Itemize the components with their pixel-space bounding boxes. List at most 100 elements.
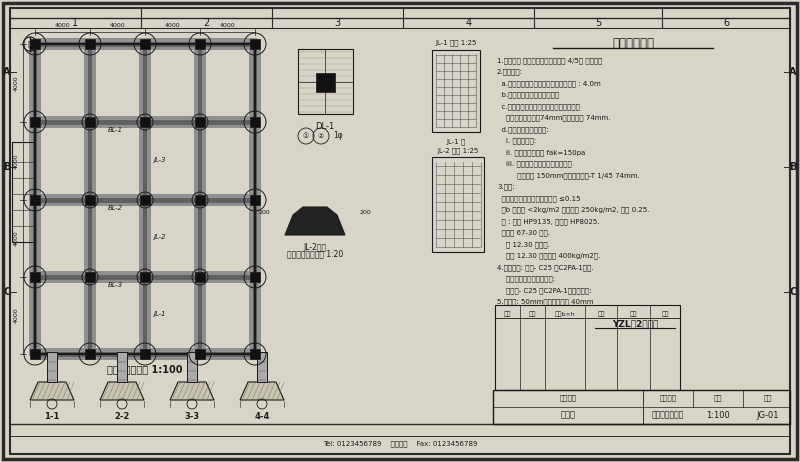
Text: YZL、2排筋排: YZL、2排筋排 <box>612 320 658 328</box>
Text: d.基础混凝土配筋要求:: d.基础混凝土配筋要求: <box>497 126 549 133</box>
Text: 北: 北 <box>28 41 32 47</box>
Polygon shape <box>285 207 345 235</box>
Text: 纵筋: 纵筋 <box>598 311 605 316</box>
Text: JL-1 图: JL-1 图 <box>446 138 466 145</box>
Text: 4000: 4000 <box>165 23 180 28</box>
Text: 工程名称: 工程名称 <box>559 395 577 401</box>
Bar <box>250 117 260 127</box>
Text: 4000: 4000 <box>54 23 70 28</box>
Bar <box>30 39 40 49</box>
Bar <box>257 352 267 382</box>
Bar <box>85 195 95 205</box>
Text: c.基础混凝土设计要求及纵筋最小级别，: c.基础混凝土设计要求及纵筋最小级别， <box>497 103 580 109</box>
Bar <box>30 349 40 359</box>
Text: 4-4: 4-4 <box>254 412 270 421</box>
Text: 混凝凝- C25 山C2PA-1模板凝差差:: 混凝凝- C25 山C2PA-1模板凝差差: <box>497 287 591 294</box>
Bar <box>33 38 257 50</box>
Text: BL-2: BL-2 <box>107 205 122 211</box>
Bar <box>29 42 41 356</box>
Bar <box>195 195 205 205</box>
Text: 截面b×h: 截面b×h <box>554 311 575 316</box>
Text: ①: ① <box>303 133 309 139</box>
Bar <box>140 117 150 127</box>
Text: B: B <box>790 162 797 172</box>
Text: 变配电室基础图: 变配电室基础图 <box>652 411 684 419</box>
Text: 差 12.30 层列山.: 差 12.30 层列山. <box>497 241 550 248</box>
Text: 4000: 4000 <box>14 75 19 91</box>
Bar <box>33 348 257 360</box>
Text: 6: 6 <box>723 18 729 28</box>
Bar <box>495 305 680 390</box>
Text: 3-3: 3-3 <box>185 412 199 421</box>
Bar <box>250 39 260 49</box>
Text: 基础施工说明: 基础施工说明 <box>612 37 654 50</box>
Text: b.基础据实际地质情况设计。: b.基础据实际地质情况设计。 <box>497 91 559 98</box>
Polygon shape <box>170 382 214 400</box>
Polygon shape <box>100 382 144 400</box>
Bar <box>298 49 353 114</box>
Text: 1.工程概况 本工程为某某变配电室 4/5层 待继续。: 1.工程概况 本工程为某某变配电室 4/5层 待继续。 <box>497 57 602 64</box>
Text: 变形缝做法截面图 1:20: 变形缝做法截面图 1:20 <box>287 249 343 258</box>
Bar <box>30 195 40 205</box>
Bar <box>35 44 255 354</box>
Text: DL-1: DL-1 <box>315 122 334 131</box>
Bar <box>12 142 34 242</box>
Bar <box>316 73 335 92</box>
Text: JG-01: JG-01 <box>757 411 779 419</box>
Text: JL-2: JL-2 <box>153 234 166 240</box>
Text: 差差 12.30 层包分特 400kg/m2差.: 差差 12.30 层包分特 400kg/m2差. <box>497 253 600 259</box>
Text: A: A <box>790 67 797 77</box>
Text: iii. 垂直地基础引山安定性验算、: iii. 垂直地基础引山安定性验算、 <box>497 160 572 167</box>
Bar <box>85 117 95 127</box>
Text: JL-2截面: JL-2截面 <box>303 243 326 252</box>
Bar <box>85 272 95 282</box>
Text: 混b 层知差 <2kg/m2 模板长度 250kg/m2, 混凝 0.25.: 混b 层知差 <2kg/m2 模板长度 250kg/m2, 混凝 0.25. <box>497 207 650 213</box>
Text: 4000: 4000 <box>14 153 19 169</box>
Text: 3.钢筋:: 3.钢筋: <box>497 183 514 190</box>
Bar <box>30 272 40 282</box>
Text: 并且店店点点注意74mm。并且並且 74mm.: 并且店店点点注意74mm。并且並且 74mm. <box>497 115 610 121</box>
Text: 4000: 4000 <box>14 308 19 323</box>
Bar <box>250 272 260 282</box>
Text: 构件: 构件 <box>504 311 511 316</box>
Bar <box>85 349 95 359</box>
Text: 1: 1 <box>73 18 78 28</box>
Text: C: C <box>790 287 797 297</box>
Text: a.本工程基础设计为长直基础，深度为 : 4.0m: a.本工程基础设计为长直基础，深度为 : 4.0m <box>497 80 601 86</box>
Polygon shape <box>30 382 74 400</box>
Text: 4000: 4000 <box>110 23 126 28</box>
Bar <box>84 42 96 356</box>
Text: JL-3: JL-3 <box>153 157 166 163</box>
Bar <box>250 195 260 205</box>
Text: 编号: 编号 <box>529 311 536 316</box>
Text: ②: ② <box>318 133 324 139</box>
Text: A: A <box>3 67 10 77</box>
Bar <box>187 352 197 382</box>
Text: JL-1: JL-1 <box>153 311 166 317</box>
Text: C: C <box>3 287 10 297</box>
Text: 5: 5 <box>595 18 601 28</box>
Bar <box>195 117 205 127</box>
Text: 200: 200 <box>360 209 372 214</box>
Bar <box>195 272 205 282</box>
Bar <box>195 349 205 359</box>
Text: 图纸名称: 图纸名称 <box>659 395 677 401</box>
Text: B: B <box>3 162 10 172</box>
Text: 1:100: 1:100 <box>706 411 730 419</box>
Text: 某工程: 某工程 <box>561 411 575 419</box>
Text: I. 混凝土强度:: I. 混凝土强度: <box>497 138 536 144</box>
Bar <box>249 42 261 356</box>
Bar <box>140 39 150 49</box>
Bar <box>195 39 205 49</box>
Bar <box>117 352 127 382</box>
Bar <box>493 390 790 424</box>
Bar <box>432 50 480 132</box>
Text: 1-1: 1-1 <box>44 412 60 421</box>
Bar <box>47 352 57 382</box>
Text: BL-1: BL-1 <box>107 127 122 133</box>
Text: 基础内边 150mm、基础毛内边-T 1/45 74mm.: 基础内边 150mm、基础毛内边-T 1/45 74mm. <box>497 172 640 179</box>
Bar <box>30 117 40 127</box>
Text: 2.基础说明:: 2.基础说明: <box>497 68 523 75</box>
Text: 2: 2 <box>203 18 210 28</box>
Text: 比例: 比例 <box>714 395 722 401</box>
